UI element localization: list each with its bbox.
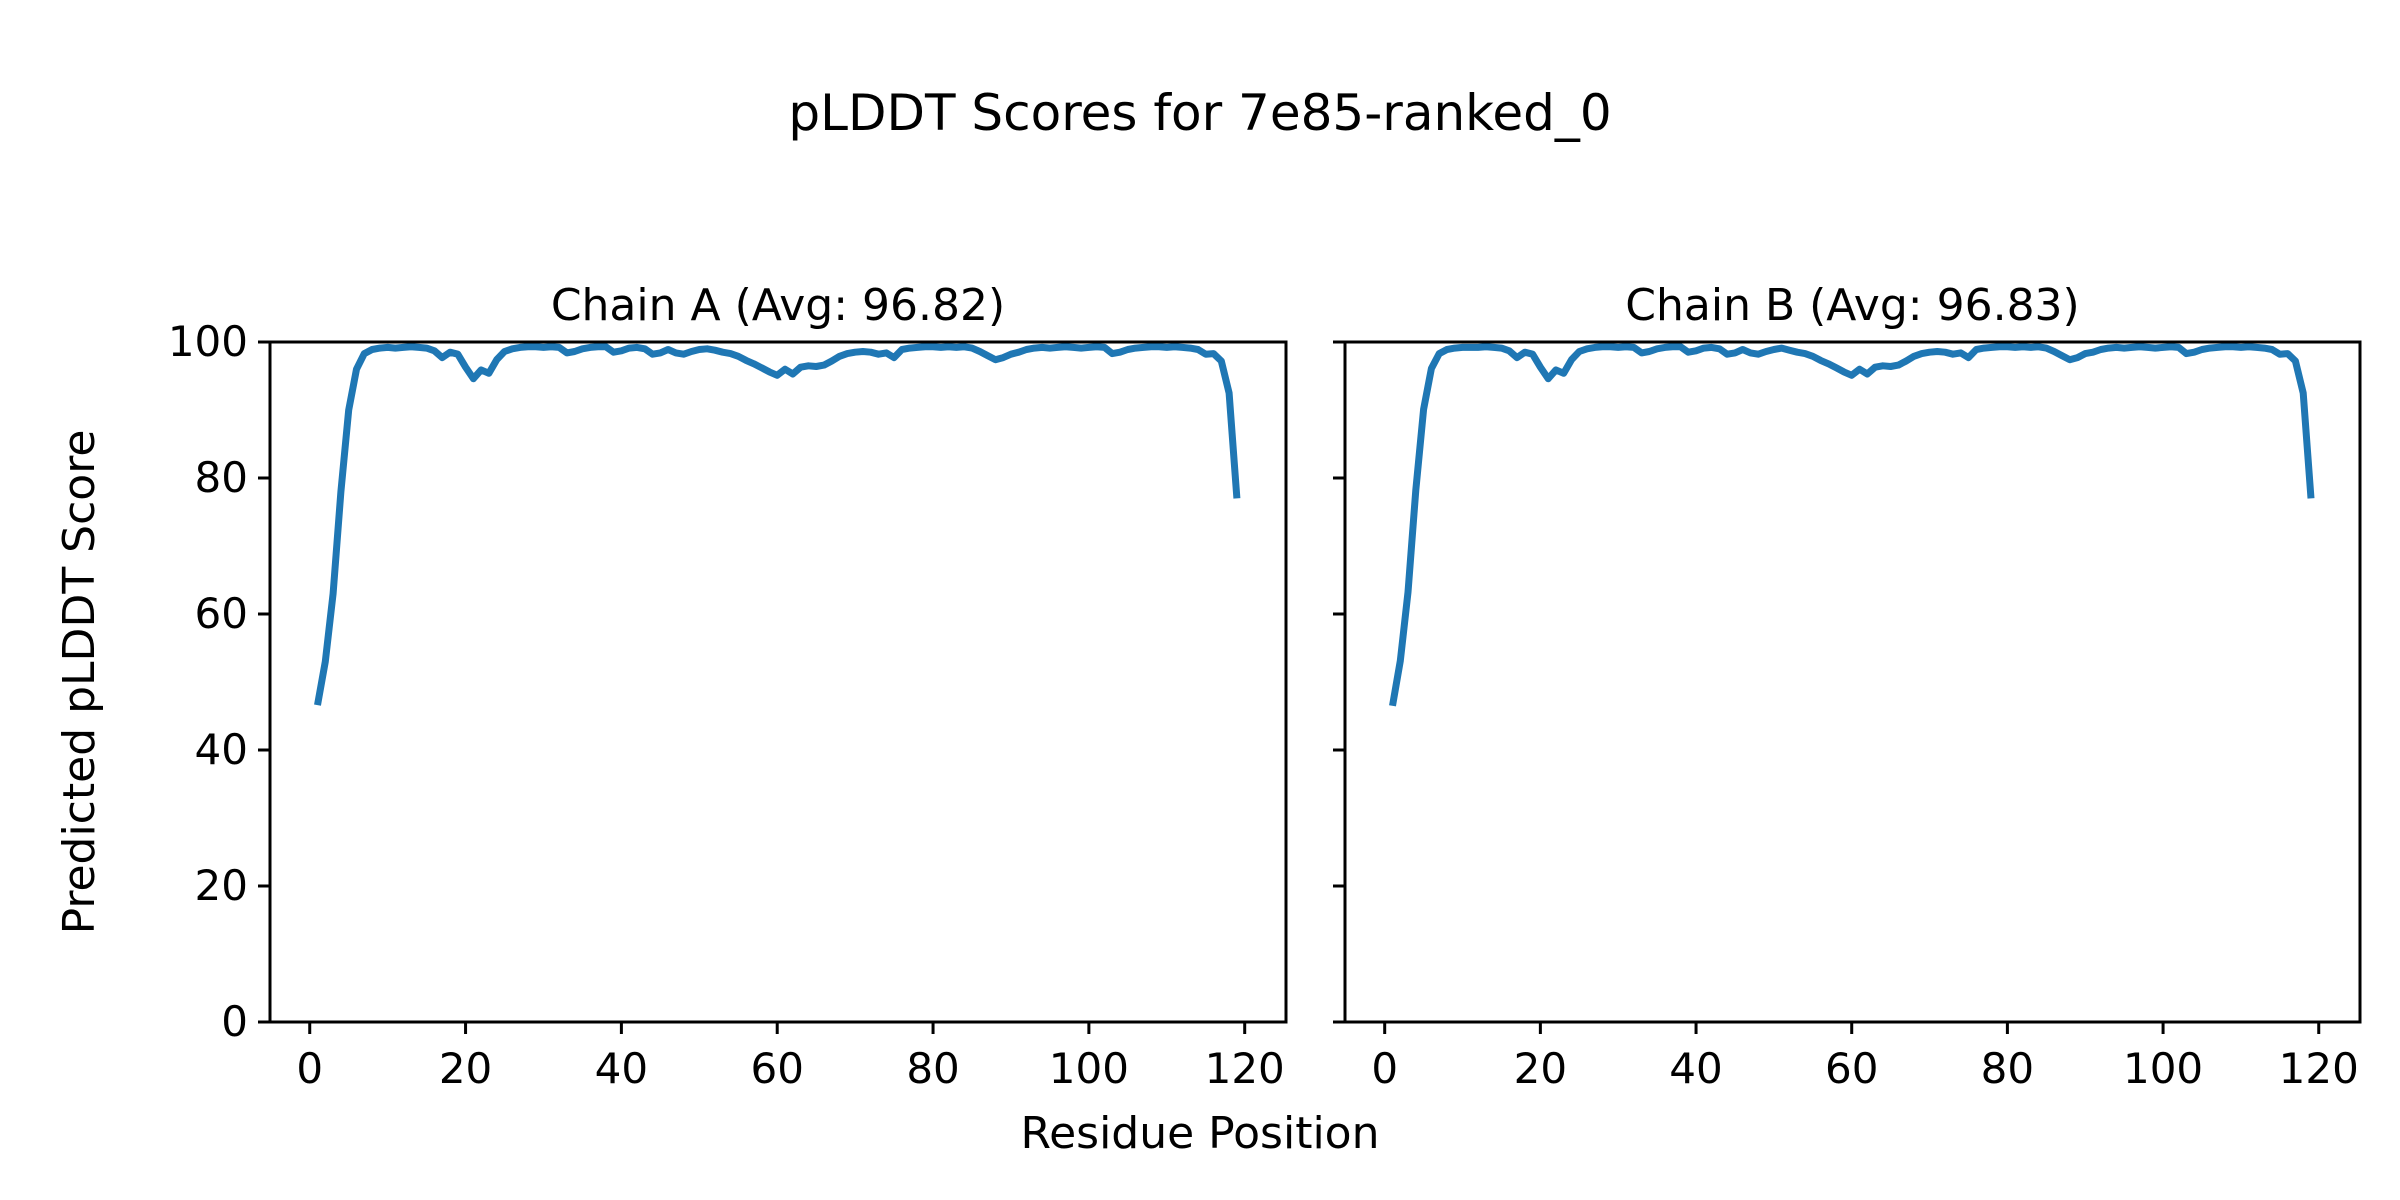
plddt-line <box>314 343 1241 706</box>
y-tick-label: 20 <box>194 861 248 910</box>
subplot-chain-a: Chain A (Avg: 96.82) <box>258 284 1288 1034</box>
axes-spines <box>1343 340 2362 1024</box>
x-tick-label: 20 <box>438 1044 493 1093</box>
figure-title: pLDDT Scores for 7e85-ranked_0 <box>788 84 1612 142</box>
axes-spines <box>268 340 1288 1024</box>
x-tick-label: 20 <box>1513 1044 1568 1093</box>
x-tick-label: 0 <box>1371 1044 1399 1093</box>
subplot-chain-a-title: Chain A (Avg: 96.82) <box>550 280 1006 331</box>
y-tick-label: 100 <box>167 317 248 366</box>
x-tick-label: 60 <box>750 1044 804 1093</box>
x-tick-label: 60 <box>1824 1044 1879 1093</box>
x-axis-label: Residue Position <box>1020 1108 1380 1159</box>
subplot-chain-b: Chain B (Avg: 96.83) <box>1333 284 2362 1034</box>
x-tick-label: 100 <box>1048 1044 1129 1093</box>
y-tick-label: 40 <box>194 725 248 774</box>
plddt-line <box>1389 343 2315 707</box>
x-tick-label: 80 <box>906 1044 960 1093</box>
chain-b-line-plot <box>1333 340 2362 1034</box>
x-tick-label: 120 <box>1204 1044 1285 1093</box>
x-tick-label: 100 <box>2122 1044 2204 1093</box>
x-tick-label: 40 <box>594 1044 649 1093</box>
x-tick-label: 0 <box>296 1044 324 1093</box>
y-tick-label: 80 <box>194 453 248 502</box>
x-tick-label: 80 <box>1980 1044 2035 1093</box>
y-tick-label: 0 <box>221 997 248 1046</box>
x-tick-label: 120 <box>2278 1044 2359 1093</box>
x-tick-label: 40 <box>1669 1044 1723 1093</box>
y-axis-label: Predicted pLDDT Score <box>54 429 105 935</box>
subplot-chain-b-title: Chain B (Avg: 96.83) <box>1625 280 2080 331</box>
chain-a-line-plot <box>258 340 1288 1034</box>
y-tick-label: 60 <box>194 589 248 638</box>
